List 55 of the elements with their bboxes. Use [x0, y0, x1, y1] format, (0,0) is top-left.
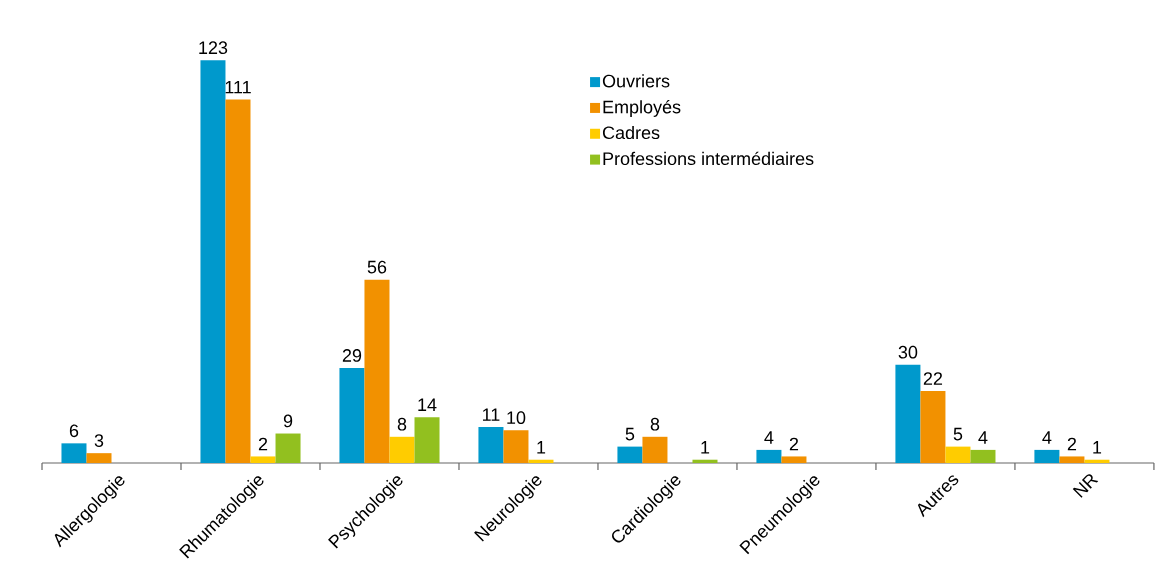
data-label: 30 — [898, 345, 918, 359]
bar — [339, 368, 365, 463]
bar — [756, 449, 782, 463]
bar — [1034, 449, 1060, 463]
data-label: 123 — [199, 41, 228, 55]
data-label: 11 — [482, 408, 500, 421]
data-label: 4 — [978, 431, 988, 444]
bar — [503, 430, 529, 463]
bar — [86, 453, 112, 463]
data-label: 4 — [1042, 431, 1052, 444]
bar — [275, 433, 301, 463]
data-label: 5 — [625, 427, 635, 441]
data-label: 111 — [225, 80, 251, 94]
data-label: 3 — [94, 434, 104, 447]
data-label: 2 — [258, 437, 268, 451]
legend-label: Employés — [603, 99, 681, 117]
data-label: 10 — [507, 411, 526, 425]
bar — [920, 390, 946, 463]
data-label: 14 — [418, 398, 437, 411]
data-label: 1 — [701, 441, 710, 454]
bar — [642, 436, 668, 463]
data-label: 29 — [342, 349, 362, 362]
data-label: 8 — [397, 417, 407, 431]
data-label: 1 — [537, 441, 546, 454]
bar — [528, 459, 554, 463]
data-label: 6 — [69, 424, 79, 438]
data-label: 4 — [764, 431, 774, 444]
x-tick-label: NR — [1072, 474, 1099, 498]
bar — [61, 443, 87, 463]
data-label: 2 — [1067, 437, 1077, 451]
bar — [250, 456, 276, 463]
bar — [478, 426, 504, 463]
legend-label: Professions intermédiaires — [603, 151, 814, 166]
data-label: 9 — [283, 414, 293, 428]
bar — [617, 446, 643, 463]
data-label: 8 — [650, 417, 660, 431]
bar — [970, 449, 996, 463]
data-label: 56 — [367, 260, 387, 274]
bar — [364, 279, 390, 463]
bar — [692, 459, 718, 463]
legend-label: Ouvriers — [602, 74, 670, 88]
data-label: 2 — [789, 437, 799, 451]
bar — [1059, 456, 1085, 463]
bar — [895, 364, 921, 463]
legend-label: Cadres — [602, 125, 660, 140]
bar — [200, 60, 226, 463]
bar — [945, 446, 971, 463]
data-label: 1 — [1093, 441, 1102, 454]
bar — [1084, 459, 1110, 463]
bar — [781, 456, 807, 463]
bar — [414, 417, 440, 463]
bar — [225, 99, 251, 463]
data-label: 5 — [953, 427, 963, 441]
data-label: 22 — [923, 372, 943, 385]
bar — [389, 436, 415, 463]
